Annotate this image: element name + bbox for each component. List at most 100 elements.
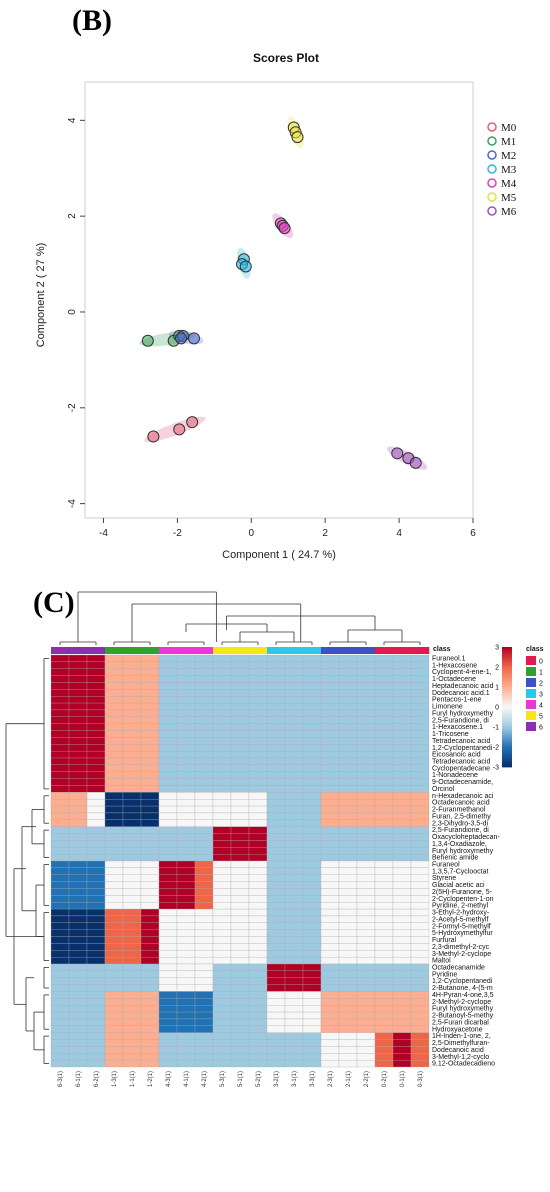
heatmap-cell — [302, 764, 322, 772]
heatmap-cell — [374, 771, 394, 779]
heatmap-cell — [158, 991, 178, 999]
heatmap-cell — [212, 792, 232, 800]
heatmap-cell — [158, 1005, 178, 1013]
heatmap-cell — [194, 908, 214, 917]
heatmap-cell — [374, 702, 394, 711]
heatmap-cell — [392, 874, 412, 882]
heatmap-cell — [374, 902, 394, 910]
heatmap-cell — [320, 1025, 340, 1033]
row-label: 2,5-Furandione, di — [432, 827, 489, 834]
heatmap-cell — [338, 689, 358, 697]
heatmap-cell — [374, 998, 394, 1006]
heatmap-cell — [104, 826, 124, 834]
heatmap-cell — [302, 689, 322, 697]
heatmap-cell — [284, 1046, 304, 1054]
heatmap-cell — [140, 929, 160, 937]
heatmap-cell — [104, 888, 124, 896]
heatmap-cell — [284, 682, 304, 690]
heatmap-cell — [212, 1053, 232, 1061]
heatmap-cell — [194, 1025, 214, 1033]
heatmap-cell — [356, 785, 376, 793]
heatmap-cell — [194, 977, 214, 985]
heatmap-cell — [212, 991, 232, 999]
heatmap-cell — [338, 977, 358, 985]
heatmap-cell — [140, 689, 160, 697]
heatmap-cell — [266, 1025, 286, 1033]
heatmap-cell — [410, 1018, 430, 1026]
heatmap-cell — [158, 908, 178, 917]
heatmap-cell — [212, 881, 232, 889]
heatmap-cell — [320, 833, 340, 841]
heatmap-cell — [176, 805, 196, 814]
colorbar-segment — [502, 721, 512, 724]
heatmap-cell — [140, 902, 160, 910]
heatmap-cell — [86, 1032, 106, 1040]
heatmap-cell — [194, 902, 214, 910]
heatmap-cell — [158, 799, 178, 807]
row-label: n-Hexadecanoic aci — [432, 793, 494, 800]
heatmap-cell — [356, 744, 376, 752]
heatmap-cell — [374, 819, 394, 827]
heatmap-cell — [284, 744, 304, 752]
heatmap-cell — [158, 764, 178, 772]
heatmap-cell — [50, 661, 70, 669]
heatmap-cell — [320, 847, 340, 855]
heatmap-cell — [338, 956, 358, 965]
heatmap-cell — [392, 730, 412, 738]
heatmap-cell — [68, 977, 88, 985]
heatmap-cell — [104, 792, 124, 800]
heatmap-cell — [104, 737, 124, 745]
heatmap-cell — [50, 805, 70, 814]
heatmap-cell — [392, 888, 412, 896]
heatmap-cell — [320, 874, 340, 882]
heatmap-cell — [122, 709, 142, 717]
heatmap-cell — [194, 805, 214, 814]
heatmap-cell — [284, 750, 304, 759]
heatmap-cell — [266, 881, 286, 889]
heatmap-cell — [248, 799, 268, 807]
legend-marker-m2 — [487, 150, 497, 160]
heatmap-cell — [284, 874, 304, 882]
heatmap-cell — [212, 1005, 232, 1013]
heatmap-cell — [194, 840, 214, 848]
heatmap-cell — [212, 764, 232, 772]
heatmap-cell — [356, 860, 376, 869]
class-bar-cell — [195, 647, 214, 654]
heatmap-cell — [50, 702, 70, 711]
heatmap-cell — [266, 970, 286, 978]
heatmap-cell — [266, 1011, 286, 1020]
heatmap-cell — [248, 881, 268, 889]
heatmap-cell — [248, 833, 268, 841]
heatmap-cell — [158, 977, 178, 985]
heatmap-cell — [248, 963, 268, 972]
heatmap-cell — [104, 833, 124, 841]
heatmap-cell — [356, 867, 376, 875]
heatmap-cell — [392, 1046, 412, 1054]
heatmap-cell — [392, 757, 412, 766]
heatmap-cell — [284, 943, 304, 951]
heatmap-cell — [374, 1032, 394, 1040]
heatmap-cell — [392, 826, 412, 834]
heatmap-cell — [356, 764, 376, 772]
heatmap-cell — [176, 757, 196, 766]
heatmap-cell — [86, 826, 106, 834]
heatmap-cell — [86, 1046, 106, 1054]
heatmap-cell — [122, 998, 142, 1006]
heatmap-cell — [410, 1032, 430, 1040]
heatmap-cell — [356, 696, 376, 704]
heatmap-cell — [284, 902, 304, 910]
heatmap-cell — [302, 902, 322, 910]
heatmap-cell — [248, 1025, 268, 1033]
heatmap-cell — [104, 929, 124, 937]
heatmap-cell — [320, 998, 340, 1006]
heatmap-cell — [392, 943, 412, 951]
row-label: 1-Hexacosene.1 — [432, 724, 483, 731]
heatmap-cell — [86, 888, 106, 896]
heatmap-cell — [86, 805, 106, 814]
heatmap-cell — [50, 1018, 70, 1026]
colorbar-segment — [502, 731, 512, 734]
heatmap-cell — [356, 682, 376, 690]
heatmap-cell — [194, 895, 214, 903]
heatmap-cell — [230, 915, 250, 923]
heatmap-cell — [50, 977, 70, 985]
